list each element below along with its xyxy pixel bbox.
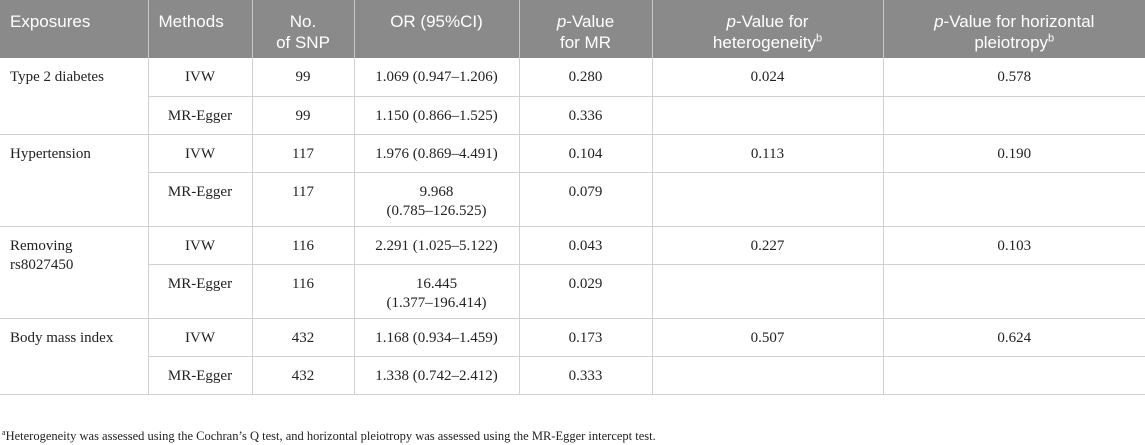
p-het-cell: 0.113: [652, 134, 884, 173]
footnote-text: Heterogeneity was assessed using the Coc…: [5, 429, 656, 444]
nsnp-cell: 99: [252, 58, 355, 97]
or-cell: 9.968 (0.785–126.525): [354, 172, 520, 227]
p-mr-cell: 0.333: [519, 356, 653, 395]
nsnp-cell: 432: [252, 318, 355, 357]
p-pleio-cell: 0.578: [883, 58, 1145, 97]
p-pleio-cell: 0.190: [883, 134, 1145, 173]
table-footnote: aHeterogeneity was assessed using the Co…: [2, 428, 656, 444]
exposure-cell: Removing rs8027450: [0, 226, 149, 319]
p-het-cell: 0.227: [652, 226, 884, 265]
exposure-cell: Type 2 diabetes: [0, 58, 149, 135]
header-p-pleiotropy: p-Value for horizontal pleiotropyb: [883, 0, 1145, 58]
table-row: MR-Egger 117 9.968 (0.785–126.525) 0.079: [0, 172, 1145, 227]
table-row: Removing rs8027450 IVW 116 2.291 (1.025–5…: [0, 226, 1145, 319]
header-methods: Methods: [148, 0, 253, 58]
method-cell: MR-Egger: [148, 264, 253, 319]
p-het-cell: [652, 172, 884, 227]
method-cell: MR-Egger: [148, 356, 253, 395]
p-mr-cell: 0.336: [519, 96, 653, 135]
header-nsnp: No. of SNP: [252, 0, 355, 58]
header-p-mr: p-Value for MR: [519, 0, 653, 58]
header-p-heterogeneity: p-Value for heterogeneityb: [652, 0, 884, 58]
method-cell: IVW: [148, 58, 253, 97]
p-het-cell: 0.024: [652, 58, 884, 97]
or-cell: 1.168 (0.934–1.459): [354, 318, 520, 357]
table-row: Body mass index IVW 432 1.168 (0.934–1.4…: [0, 318, 1145, 395]
p-pleio-cell: 0.624: [883, 318, 1145, 357]
nsnp-cell: 116: [252, 264, 355, 319]
exposure-cell: Hypertension: [0, 134, 149, 227]
nsnp-cell: 116: [252, 226, 355, 265]
or-cell: 2.291 (1.025–5.122): [354, 226, 520, 265]
p-het-cell: 0.507: [652, 318, 884, 357]
or-cell: 1.150 (0.866–1.525): [354, 96, 520, 135]
exposure-cell: Body mass index: [0, 318, 149, 395]
header-or: OR (95%CI): [354, 0, 520, 58]
p-pleio-cell: [883, 172, 1145, 227]
nsnp-cell: 117: [252, 134, 355, 173]
p-pleio-cell: [883, 96, 1145, 135]
method-cell: IVW: [148, 318, 253, 357]
p-mr-cell: 0.173: [519, 318, 653, 357]
p-het-cell: [652, 356, 884, 395]
p-mr-cell: 0.280: [519, 58, 653, 97]
table-row: Hypertension IVW 117 1.976 (0.869–4.491)…: [0, 134, 1145, 227]
table-row: MR-Egger 99 1.150 (0.866–1.525) 0.336: [0, 96, 1145, 135]
or-cell: 16.445 (1.377–196.414): [354, 264, 520, 319]
table-row: MR-Egger 432 1.338 (0.742–2.412) 0.333: [0, 356, 1145, 395]
p-pleio-cell: 0.103: [883, 226, 1145, 265]
p-pleio-cell: [883, 264, 1145, 319]
or-cell: 1.338 (0.742–2.412): [354, 356, 520, 395]
header-row: Exposures Methods No. of SNP OR (95%CI) p…: [0, 0, 1145, 58]
p-mr-cell: 0.029: [519, 264, 653, 319]
p-het-cell: [652, 264, 884, 319]
header-exposures: Exposures: [0, 0, 149, 58]
footnote-marker: a: [2, 428, 6, 437]
nsnp-cell: 99: [252, 96, 355, 135]
mr-results-table: Exposures Methods No. of SNP OR (95%CI) p…: [0, 0, 1145, 395]
p-mr-cell: 0.079: [519, 172, 653, 227]
method-cell: IVW: [148, 134, 253, 173]
table-row: MR-Egger 116 16.445 (1.377–196.414) 0.029: [0, 264, 1145, 319]
method-cell: MR-Egger: [148, 172, 253, 227]
nsnp-cell: 117: [252, 172, 355, 227]
p-mr-cell: 0.043: [519, 226, 653, 265]
or-cell: 1.069 (0.947–1.206): [354, 58, 520, 97]
method-cell: MR-Egger: [148, 96, 253, 135]
or-cell: 1.976 (0.869–4.491): [354, 134, 520, 173]
p-mr-cell: 0.104: [519, 134, 653, 173]
table-row: Type 2 diabetes IVW 99 1.069 (0.947–1.20…: [0, 58, 1145, 135]
p-het-cell: [652, 96, 884, 135]
nsnp-cell: 432: [252, 356, 355, 395]
method-cell: IVW: [148, 226, 253, 265]
p-pleio-cell: [883, 356, 1145, 395]
